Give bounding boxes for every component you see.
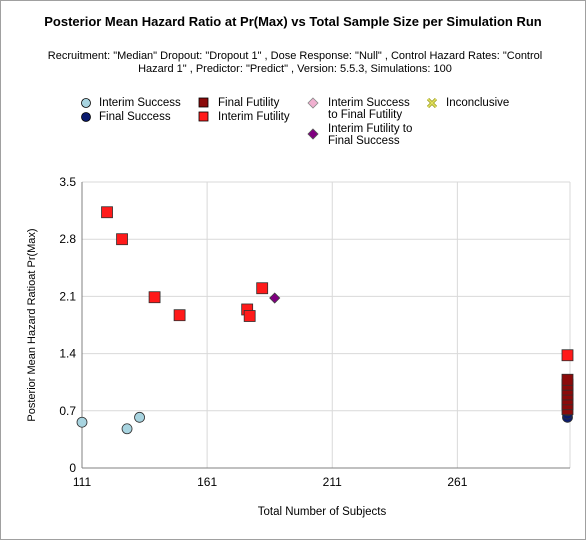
point-interim-futility <box>173 309 186 322</box>
grid <box>81 181 571 469</box>
legend-label-final-success: Final Success <box>99 111 171 123</box>
point-interim-success <box>121 423 133 435</box>
point-interim-futility <box>243 310 256 322</box>
x-tick-label: 161 <box>197 475 217 489</box>
point-interim-success <box>134 411 145 423</box>
point-interim-futility <box>256 282 269 295</box>
chart-title: Posterior Mean Hazard Ratio at Pr(Max) v… <box>44 14 542 29</box>
y-tick-label: 3.5 <box>59 175 76 189</box>
point-final-futility <box>561 373 574 386</box>
legend-label-final-futility: Final Futility <box>218 97 280 109</box>
chart-subtitle: Recruitment: "Median" Dropout: "Dropout … <box>47 50 543 75</box>
legend-label-interim-futility: Interim Futility <box>218 111 290 123</box>
y-tick-label: 1.4 <box>59 347 76 361</box>
axes <box>81 182 570 469</box>
point-interim-futility-to-final-success <box>269 292 281 304</box>
x-tick-label: 211 <box>323 475 342 489</box>
point-interim-futility <box>116 233 128 246</box>
x-axis-label: Total Number of Subjects <box>258 506 387 518</box>
point-interim-futility <box>101 206 113 219</box>
legend-label-if-to-fs-1: Interim Futility to <box>328 123 413 135</box>
point-interim-futility <box>148 291 161 304</box>
x-tick-label: 111 <box>73 475 92 489</box>
y-tick-label: 2.8 <box>59 232 76 246</box>
x-tick-label: 261 <box>447 475 467 489</box>
y-tick-label: 0 <box>69 461 76 475</box>
legend-label-inconclusive: Inconclusive <box>446 97 510 109</box>
data-points <box>76 206 574 435</box>
legend-label-interim-success: Interim Success <box>99 97 181 109</box>
ticks: 0 0.7 1.4 2.1 2.8 3.5 111 161 211 261 <box>59 175 467 489</box>
legend-label-is-to-ff-2: to Final Futility <box>328 109 403 121</box>
y-tick-label: 2.1 <box>59 289 76 303</box>
point-interim-success <box>76 416 88 428</box>
y-tick-label: 0.7 <box>59 404 76 418</box>
legend-label-is-to-ff-1: Interim Success <box>328 97 410 109</box>
point-interim-futility <box>561 349 574 362</box>
legend-label-if-to-fs-2: Final Success <box>328 135 400 147</box>
y-axis-label: Posterior Mean Hazard Ratioat Pr(Max) <box>26 228 38 421</box>
